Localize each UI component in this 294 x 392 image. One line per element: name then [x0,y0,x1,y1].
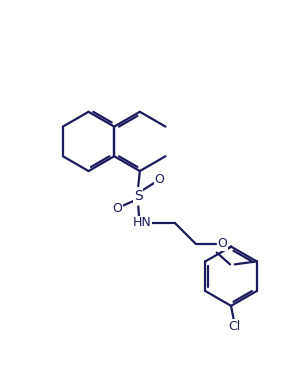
Text: Cl: Cl [228,320,240,333]
Text: O: O [217,237,227,250]
Text: O: O [112,202,122,215]
Text: HN: HN [133,216,151,229]
Text: S: S [134,189,143,203]
Text: O: O [155,172,165,185]
